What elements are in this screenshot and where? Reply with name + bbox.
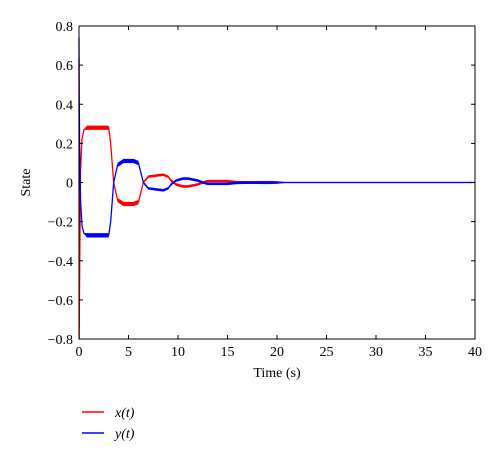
y-tick-label: 0.6 (56, 59, 74, 74)
y-tick-label: 0.4 (56, 98, 74, 113)
y-axis-label: State (19, 169, 34, 197)
x-tick-label: 30 (369, 345, 383, 360)
x-tick-label: 40 (468, 345, 482, 360)
series-x (78, 56, 475, 340)
x-axis-label: Time (s) (253, 366, 301, 381)
legend-label: y(t) (113, 427, 135, 442)
x-tick-label: 35 (419, 345, 433, 360)
series-band (79, 56, 475, 340)
series-y (78, 37, 475, 238)
y-tick-label: −0.6 (48, 294, 73, 309)
x-tick-label: 25 (320, 345, 334, 360)
y-axis: −0.8 −0.6 −0.4 −0.2 0 0.2 0.4 0.6 0.8 (48, 20, 475, 348)
legend-label: x(t) (114, 406, 135, 421)
x-tick-label: 20 (270, 345, 284, 360)
x-tick-label: 5 (125, 345, 132, 360)
y-tick-label: 0.2 (56, 137, 74, 152)
y-tick-label: 0.8 (56, 20, 74, 35)
x-tick-label: 15 (221, 345, 235, 360)
y-tick-label: 0 (66, 177, 73, 192)
x-axis: 0 5 10 15 20 25 30 35 40 (76, 26, 482, 360)
series-band (79, 37, 475, 238)
series-line (78, 57, 475, 340)
y-tick-label: −0.2 (48, 216, 73, 231)
x-tick-label: 0 (76, 345, 83, 360)
legend-item: x(t) (82, 406, 135, 421)
legend-item: y(t) (82, 427, 135, 442)
series-line (78, 37, 475, 236)
x-tick-label: 10 (171, 345, 185, 360)
legend: x(t) y(t) (82, 406, 135, 442)
y-tick-label: −0.8 (48, 333, 73, 348)
y-tick-label: −0.4 (48, 255, 73, 270)
series-layer (78, 37, 475, 340)
